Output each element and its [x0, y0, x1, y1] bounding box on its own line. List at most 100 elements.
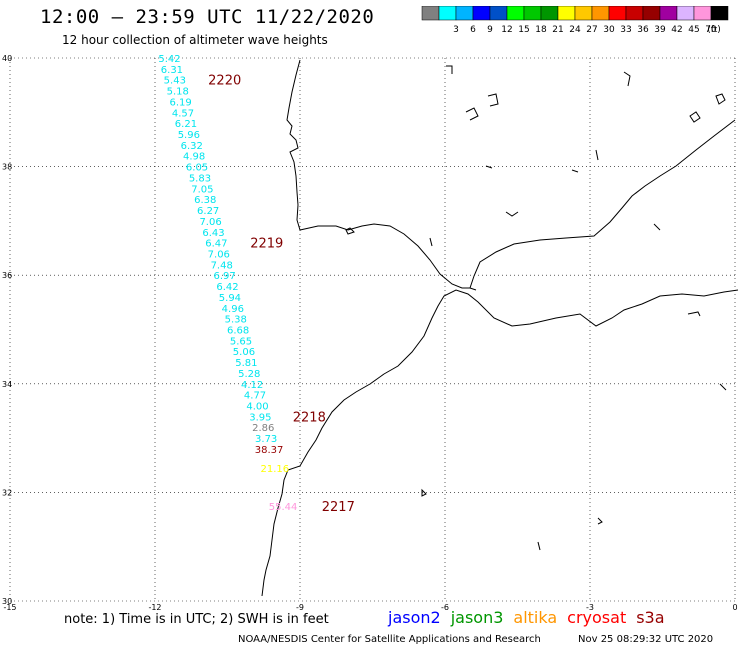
pass-time-labels: 2220 2219 2218 2217: [208, 74, 355, 515]
legend-tick-label: 6: [470, 25, 476, 35]
wave-height-color-legend: 3 6 9 12 15 18 21 24 27 30 33 36 39 42 45 70(ft): [421, 6, 729, 35]
lat-tick-label: 40: [2, 54, 12, 63]
swh-value-label: 7.06: [208, 249, 230, 260]
inland-feature-3: [465, 107, 479, 121]
swh-value-label: 5.42: [158, 54, 180, 65]
lat-lon-grid: [9, 57, 736, 602]
swh-value-label: 4.77: [244, 391, 266, 402]
coastline: [261, 59, 739, 597]
swh-value-label: 7.06: [199, 217, 221, 228]
legend-tick-label: 36: [637, 25, 649, 35]
swh-value-label: 6.47: [205, 239, 227, 250]
lon-tick-label: -15: [3, 603, 16, 612]
satellite-name: cryosat: [567, 608, 627, 627]
swh-value-label: 3.95: [249, 412, 271, 423]
cadiz-bay: [345, 227, 355, 235]
legend-tick-label: 18: [535, 25, 547, 35]
island-4: [719, 383, 727, 391]
lon-tick-label: -6: [441, 603, 449, 612]
swh-value-label: 5.38: [225, 315, 247, 326]
satellite-name: jason2: [388, 608, 441, 627]
inland-feature-11: [421, 488, 427, 497]
legend-tick-label: 70: [705, 25, 717, 35]
swh-value-label: 5.28: [238, 369, 260, 380]
inland-feature-13: [537, 541, 541, 551]
lat-tick-label: 32: [2, 488, 12, 497]
legend-tick-label: 21: [552, 25, 563, 35]
swh-value-label: 6.19: [169, 97, 191, 108]
legend-swatch: [710, 6, 729, 21]
inland-feature-7: [505, 211, 519, 217]
swh-value-label: 6.31: [161, 65, 183, 76]
footnote: note: 1) Time is in UTC; 2) SWH is in fe…: [64, 612, 329, 627]
lat-tick-label: 36: [2, 271, 12, 280]
legend-tick-label: 33: [620, 25, 631, 35]
pass-time-label: 2217: [322, 500, 355, 515]
swh-value-label: 6.43: [202, 228, 224, 239]
lat-tick-label: 34: [2, 380, 12, 389]
swh-value-label: 4.98: [183, 152, 205, 163]
lon-tick-label: 0: [732, 603, 737, 612]
swh-value-label: 6.97: [213, 271, 235, 282]
swh-value-label: 38.37: [255, 445, 284, 456]
lon-tick-label: -12: [148, 603, 161, 612]
legend-tick-label: 27: [586, 25, 597, 35]
swh-value-label: 5.94: [219, 293, 241, 304]
swh-value-label: 7.48: [211, 260, 233, 271]
satellite-name: s3a: [636, 608, 665, 627]
swh-value-label: 55.44: [269, 502, 298, 513]
island-3: [687, 311, 701, 317]
lon-tick-label: -3: [586, 603, 594, 612]
swh-value-label: 6.27: [197, 206, 219, 217]
generated-timestamp: Nov 25 08:29:32 UTC 2020: [578, 634, 714, 645]
legend-tick-label: 45: [688, 25, 699, 35]
africa-coast: [261, 289, 739, 597]
iberia-west-coast: [286, 59, 736, 289]
legend-tick-label: 39: [654, 25, 666, 35]
swh-value-label: 5.43: [164, 76, 186, 87]
legend-tick-label: 42: [671, 25, 682, 35]
swh-value-label: 6.05: [186, 163, 208, 174]
inland-feature-2: [487, 93, 499, 107]
swh-value-label: 4.96: [222, 304, 244, 315]
swh-value-label: 4.12: [241, 380, 263, 391]
lat-tick-label: 38: [2, 163, 12, 172]
legend-unit: (ft): [707, 25, 721, 35]
strait-feature: [469, 287, 477, 291]
swh-value-label: 4.57: [172, 108, 194, 119]
island-1: [715, 93, 726, 105]
legend-tick-label: 9: [487, 25, 493, 35]
swh-value-label: 5.96: [178, 130, 200, 141]
legend-tick-label: 15: [518, 25, 529, 35]
swh-value-label: 7.05: [191, 184, 213, 195]
swh-value-label: 6.68: [227, 326, 249, 337]
legend-tick-label: 3: [453, 25, 459, 35]
swh-value-label: 3.73: [255, 434, 277, 445]
pass-time-label: 2220: [208, 74, 241, 89]
swh-value-label: 2.86: [252, 423, 274, 434]
swh-value-label: 5.65: [230, 336, 252, 347]
inland-feature-6: [485, 165, 493, 169]
swh-value-label: 6.21: [175, 119, 197, 130]
island-2: [689, 111, 701, 123]
lon-tick-label: -9: [296, 603, 304, 612]
legend-tick-label: 12: [501, 25, 512, 35]
swh-value-label: 5.18: [167, 87, 189, 98]
inland-feature-1: [446, 65, 453, 74]
satellite-legend: jason2 jason3 altika cryosat s3a: [388, 608, 675, 627]
legend-tick-label: 30: [603, 25, 615, 35]
axis-tick-labels: -15 -12 -9 -6 -3 0 30 32 34 36 38 40: [2, 54, 738, 612]
chart-subtitle: 12 hour collection of altimeter wave hei…: [62, 33, 328, 47]
swh-value-label: 5.06: [233, 347, 255, 358]
legend-tick-label: 24: [569, 25, 581, 35]
swh-value-label: 4.00: [246, 402, 268, 413]
swh-value-label: 21.16: [261, 464, 290, 475]
inland-feature-8: [429, 237, 433, 247]
satellite-name: altika: [513, 608, 558, 627]
satellite-name: jason3: [450, 608, 504, 627]
inland-feature-10: [653, 223, 661, 231]
inland-feature-4: [623, 71, 631, 87]
credit-line: NOAA/NESDIS Center for Satellite Applica…: [238, 634, 541, 645]
lat-tick-label: 30: [2, 597, 12, 606]
